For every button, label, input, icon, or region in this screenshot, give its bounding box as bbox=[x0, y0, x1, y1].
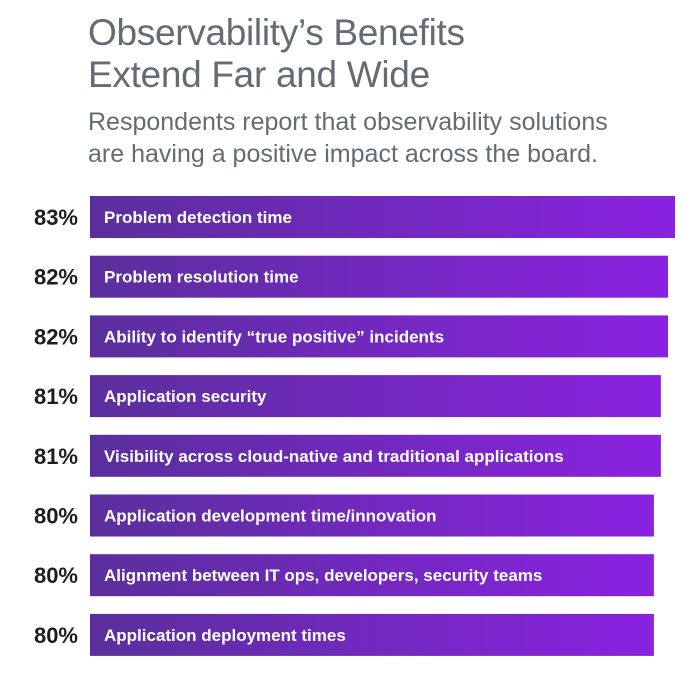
bar bbox=[90, 315, 668, 358]
bar-value-label: 82% bbox=[34, 265, 78, 290]
bar bbox=[90, 375, 661, 418]
bar-category-label: Application security bbox=[104, 387, 267, 406]
bar bbox=[90, 196, 675, 238]
bar-value-label: 81% bbox=[34, 444, 78, 469]
bar-value-label: 80% bbox=[34, 623, 78, 648]
chart-subtitle-line-1: Respondents report that observability so… bbox=[88, 108, 608, 136]
bar-value-label: 80% bbox=[34, 563, 78, 588]
bar-category-label: Problem resolution time bbox=[104, 268, 299, 287]
chart-title: Observability’s Benefits Extend Far and … bbox=[88, 12, 688, 96]
bar bbox=[90, 434, 661, 477]
bar bbox=[90, 255, 668, 298]
bar-group: Problem detection time 83% Problem resolut… bbox=[34, 196, 675, 656]
chart-title-line-1: Observability’s Benefits bbox=[88, 12, 465, 53]
bar-category-label: Alignment between IT ops, developers, se… bbox=[104, 566, 542, 585]
bar-category-label: Visibility across cloud-native and tradi… bbox=[104, 447, 564, 466]
bar-category-label: Application development time/innovation bbox=[104, 507, 436, 526]
bar-value-label: 82% bbox=[34, 324, 78, 349]
chart-title-line-2: Extend Far and Wide bbox=[88, 54, 430, 95]
bar-value-label: 81% bbox=[34, 384, 78, 409]
bar-value-label: 80% bbox=[34, 504, 78, 529]
bar-category-label: Application deployment times bbox=[104, 626, 346, 645]
bar-category-label: Ability to identify “true positive” inci… bbox=[104, 327, 444, 346]
bar-category-label: Problem detection time bbox=[104, 208, 292, 227]
bar-value-label: 83% bbox=[34, 205, 78, 230]
bar bbox=[90, 554, 654, 597]
bar bbox=[90, 613, 654, 656]
bar bbox=[90, 494, 654, 537]
chart-subtitle: Respondents report that observability so… bbox=[88, 106, 688, 170]
chart-subtitle-line-2: are having a positive impact across the … bbox=[88, 140, 598, 168]
